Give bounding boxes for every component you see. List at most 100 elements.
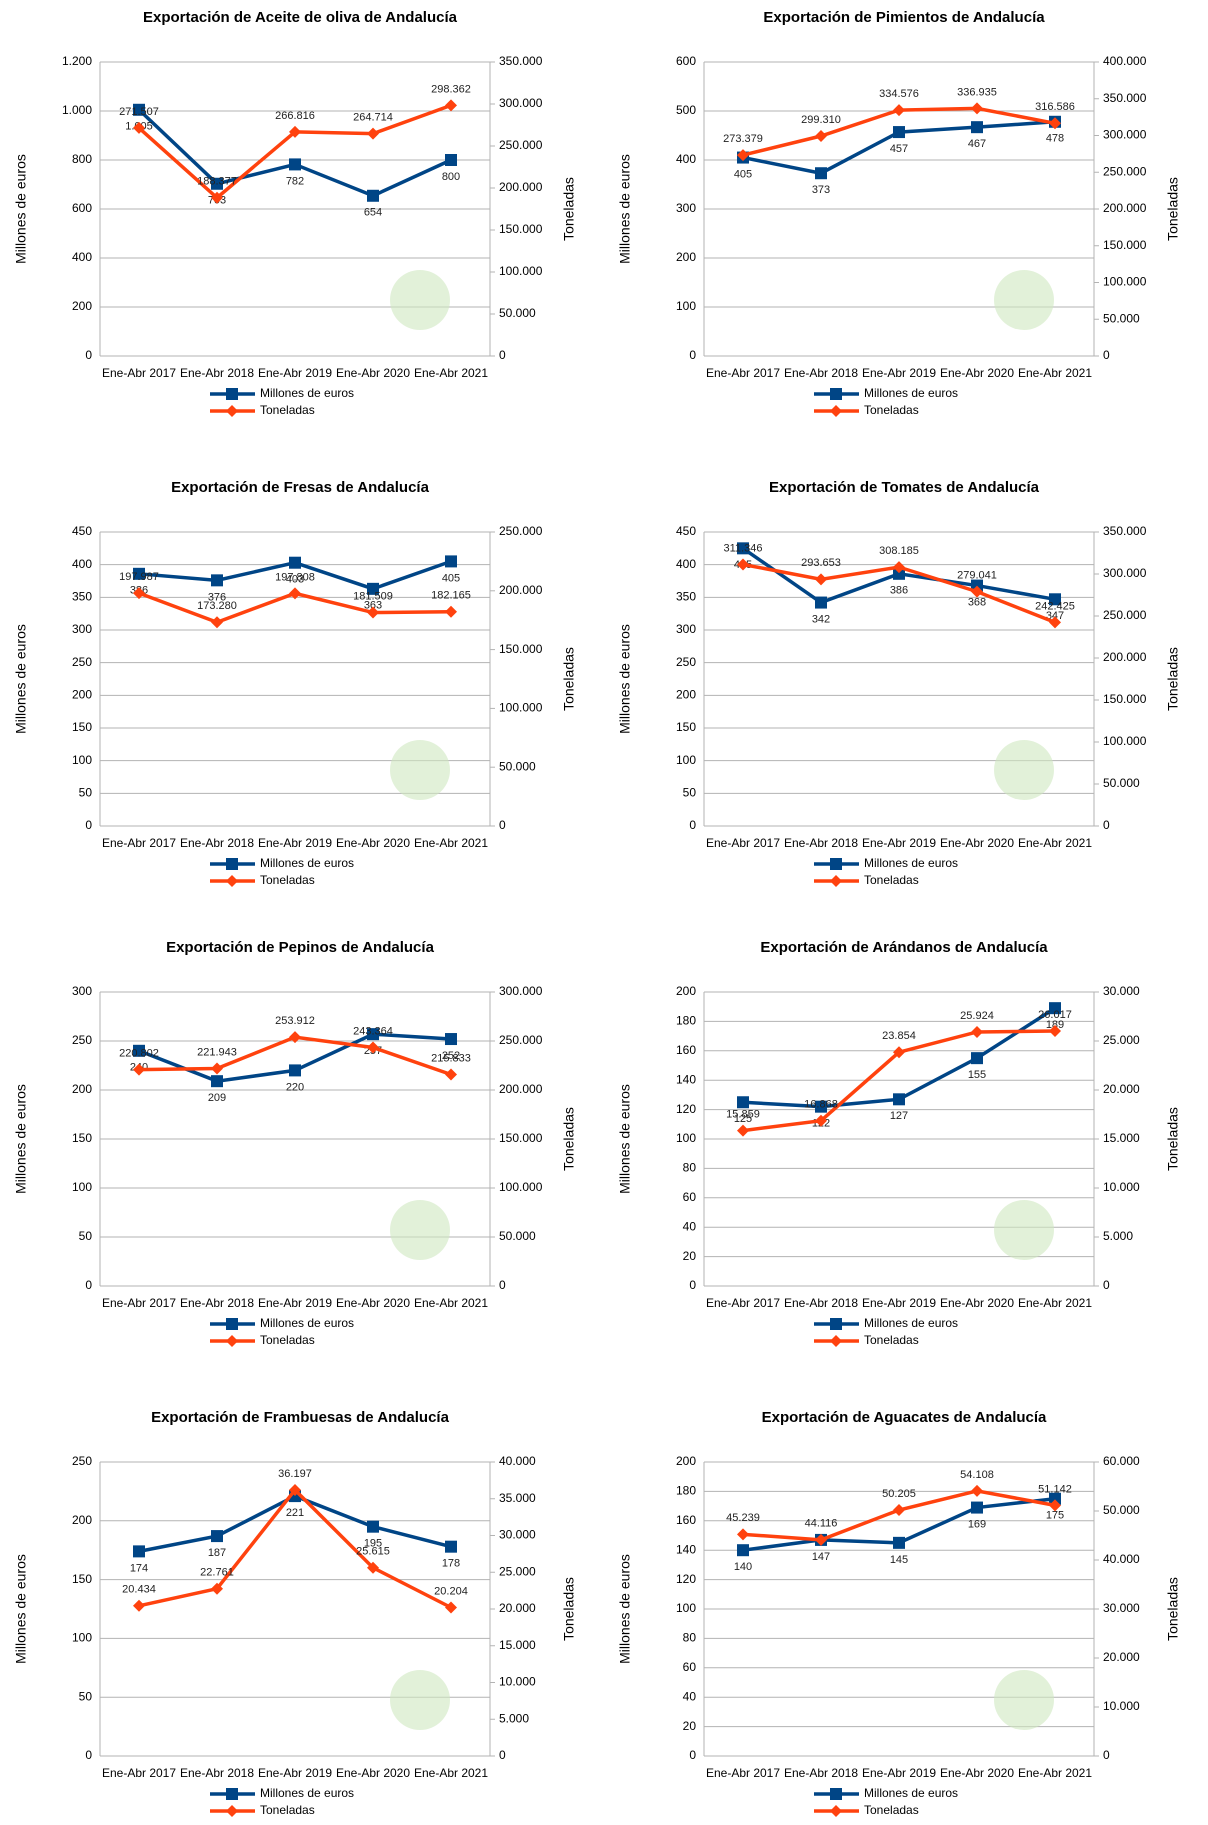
marker-diamond: [211, 1062, 223, 1075]
data-label: 197.987: [119, 571, 159, 583]
x-tick-label: Ene-Abr 2018: [180, 1296, 254, 1310]
marker-square: [893, 126, 905, 139]
data-label: 209: [208, 1092, 226, 1104]
x-tick-label: Ene-Abr 2020: [940, 366, 1014, 380]
data-label: 178: [442, 1558, 460, 1570]
legend-label: Toneladas: [260, 873, 315, 887]
y2-tick-label: 300.000: [1103, 128, 1147, 142]
chart: Exportación de Aguacates de Andalucía 0 20…: [617, 1409, 1181, 1817]
y-tick-label: 180: [676, 1484, 696, 1498]
chart-title: Exportación de Tomates de Andalucía: [769, 479, 1040, 496]
legend-label: Millones de euros: [864, 1316, 958, 1330]
y-axis-title: Millones de euros: [13, 1084, 29, 1194]
data-label: 279.041: [957, 570, 997, 582]
data-label: 253.912: [275, 1015, 315, 1027]
data-label: 127: [890, 1110, 908, 1122]
y2-tick-label: 300.000: [499, 984, 543, 998]
y2-tick-label: 0: [499, 1748, 506, 1762]
y-axis-title: Millones de euros: [13, 154, 29, 264]
legend-label: Toneladas: [260, 1803, 315, 1817]
x-tick-label: Ene-Abr 2019: [862, 366, 936, 380]
marker-square: [893, 1093, 905, 1106]
chart: Exportación de Pimientos de Andalucía 0 10…: [617, 9, 1181, 417]
marker-diamond: [133, 587, 145, 600]
y-tick-label: 50: [79, 1229, 93, 1243]
data-label: 298.362: [431, 83, 471, 95]
marker-diamond: [289, 125, 301, 138]
y2-tick-label: 250.000: [499, 1033, 543, 1047]
y-tick-label: 0: [689, 348, 696, 362]
x-tick-label: Ene-Abr 2021: [1018, 836, 1092, 850]
y2-tick-label: 350.000: [1103, 524, 1147, 538]
y2-axis-title: Toneladas: [1165, 1107, 1181, 1171]
x-tick-label: Ene-Abr 2017: [102, 1766, 176, 1780]
legend-marker: [226, 875, 238, 887]
y-tick-label: 100: [72, 753, 92, 767]
data-label: 273.379: [723, 133, 763, 145]
x-tick-label: Ene-Abr 2017: [706, 1296, 780, 1310]
y-tick-label: 160: [676, 1513, 696, 1527]
marker-square: [893, 1536, 905, 1549]
y2-tick-label: 100.000: [499, 264, 543, 278]
marker-square: [289, 158, 301, 171]
y-tick-label: 50: [79, 786, 93, 800]
marker-square: [133, 567, 145, 580]
marker-square: [289, 1064, 301, 1077]
legend-marker: [830, 1318, 842, 1330]
y-tick-label: 20: [683, 1249, 697, 1263]
data-label: 181.509: [353, 590, 393, 602]
legend-label: Toneladas: [260, 1333, 315, 1347]
legend-marker: [830, 405, 842, 417]
chart: Exportación de Frambuesas de Andalucía 0 5…: [13, 1409, 577, 1817]
legend-label: Toneladas: [864, 1333, 919, 1347]
data-label: 20.434: [122, 1584, 156, 1596]
y2-tick-label: 60.000: [1103, 1454, 1140, 1468]
marker-diamond: [211, 191, 223, 204]
y2-tick-label: 0: [499, 818, 506, 832]
marker-square: [971, 121, 983, 134]
data-label: 15.859: [726, 1108, 760, 1120]
marker-diamond: [971, 102, 983, 115]
legend-label: Millones de euros: [260, 386, 354, 400]
y-tick-label: 250: [72, 655, 92, 669]
chart-title: Exportación de Pimientos de Andalucía: [763, 9, 1045, 26]
y2-tick-label: 5.000: [1103, 1229, 1133, 1243]
legend-label: Millones de euros: [864, 1786, 958, 1800]
marker-diamond: [893, 561, 905, 574]
y2-tick-label: 0: [499, 348, 506, 362]
y2-tick-label: 200.000: [1103, 650, 1147, 664]
y-tick-label: 300: [676, 622, 696, 636]
legend-marker: [830, 388, 842, 400]
y2-tick-label: 100.000: [1103, 734, 1147, 748]
data-label: 373: [812, 184, 830, 196]
x-tick-label: Ene-Abr 2017: [706, 836, 780, 850]
x-tick-label: Ene-Abr 2021: [1018, 1296, 1092, 1310]
data-label: 403: [286, 574, 304, 586]
marker-square: [445, 1033, 457, 1046]
data-label: 220: [286, 1081, 304, 1093]
legend-marker: [226, 1318, 238, 1330]
chart-title: Exportación de Aguacates de Andalucía: [762, 1409, 1047, 1426]
y-tick-label: 500: [676, 103, 696, 117]
data-label: 173.280: [197, 600, 237, 612]
data-label: 405: [442, 572, 460, 584]
marker-square: [971, 579, 983, 592]
data-label: 243.364: [353, 1025, 393, 1037]
legend-marker: [830, 1805, 842, 1817]
x-tick-label: Ene-Abr 2017: [706, 1766, 780, 1780]
y2-tick-label: 40.000: [499, 1454, 536, 1468]
marker-square: [1049, 593, 1061, 606]
data-label: 316.586: [1035, 101, 1075, 113]
produce-image: [994, 1670, 1054, 1730]
y2-tick-label: 35.000: [499, 1491, 536, 1505]
data-label: 125: [734, 1113, 752, 1125]
marker-diamond: [211, 1582, 223, 1595]
data-label: 51.142: [1038, 1483, 1072, 1495]
chart: Exportación de Pepinos de Andalucía 0 50 10…: [13, 939, 577, 1347]
legend-marker: [226, 1335, 238, 1347]
marker-diamond: [971, 1025, 983, 1038]
marker-diamond: [893, 1046, 905, 1059]
y2-tick-label: 15.000: [499, 1638, 536, 1652]
data-label: 45.239: [726, 1512, 760, 1524]
chart: Exportación de Fresas de Andalucía 0 50 100…: [13, 479, 577, 887]
